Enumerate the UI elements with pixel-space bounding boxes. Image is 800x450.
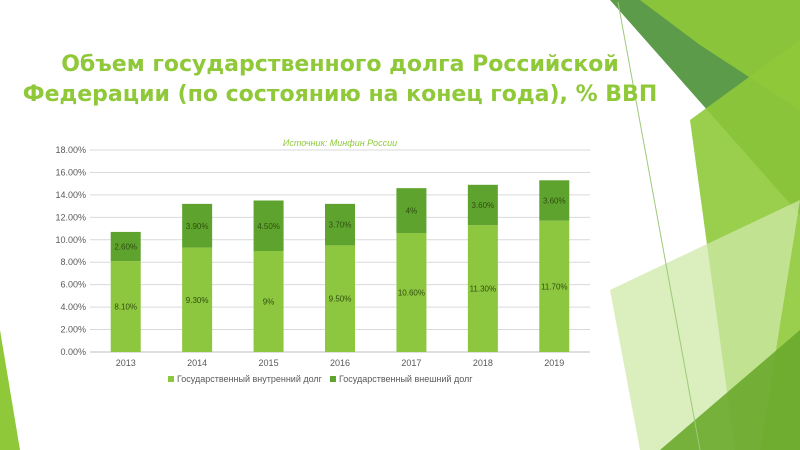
- y-tick-label: 10.00%: [55, 235, 86, 245]
- legend-swatch: [168, 376, 174, 382]
- data-label: 3.70%: [329, 221, 352, 230]
- x-tick-label: 2014: [187, 358, 207, 368]
- y-tick-label: 16.00%: [55, 167, 86, 177]
- data-label: 3.90%: [186, 222, 209, 231]
- y-tick-label: 0.00%: [60, 347, 86, 357]
- source-note: Источник: Минфин России: [282, 138, 398, 148]
- legend-swatch: [329, 376, 336, 382]
- bar-segment: [396, 233, 427, 352]
- y-tick-label: 12.00%: [55, 212, 86, 222]
- data-label: 4%: [406, 207, 418, 216]
- data-label: 4.50%: [257, 222, 280, 231]
- data-label: 11.30%: [470, 285, 497, 294]
- bar-segment: [325, 245, 355, 352]
- data-label: 9.30%: [186, 296, 209, 305]
- y-tick-label: 2.00%: [60, 325, 86, 335]
- x-tick-label: 2018: [473, 358, 493, 368]
- y-tick-label: 6.00%: [60, 280, 86, 290]
- data-label: 2.60%: [114, 243, 137, 252]
- bar-segment: [253, 200, 284, 251]
- bar-segment: [325, 203, 355, 246]
- y-tick-label: 8.00%: [60, 257, 86, 267]
- legend-label: Государственный внутренний долг: [177, 374, 323, 384]
- y-tick-label: 14.00%: [55, 190, 86, 200]
- legend-label: Государственный внешний долг: [339, 374, 473, 384]
- decor-line: [617, 1, 701, 450]
- bar-segment: [110, 261, 141, 352]
- bar-segment: [182, 203, 213, 248]
- bar-segment: [182, 247, 213, 352]
- bar-segment: [539, 180, 570, 221]
- bar-segment: [396, 188, 427, 234]
- data-label: 9%: [263, 298, 275, 307]
- x-tick-label: 2013: [116, 358, 136, 368]
- bar-segment: [110, 231, 141, 262]
- x-tick-label: 2019: [544, 358, 564, 368]
- y-tick-label: 18.00%: [55, 145, 86, 155]
- data-label: 3.60%: [472, 201, 495, 210]
- decor-triangle-left: [0, 330, 20, 450]
- data-label: 3.60%: [543, 197, 566, 206]
- data-label: 11.70%: [541, 282, 568, 291]
- data-label: 9.50%: [329, 295, 352, 304]
- bar-segment: [467, 225, 498, 352]
- data-label: 10.60%: [398, 289, 425, 298]
- x-tick-label: 2017: [401, 358, 421, 368]
- x-tick-label: 2016: [330, 358, 350, 368]
- data-label: 8.10%: [114, 303, 137, 312]
- bar-segment: [253, 251, 284, 352]
- bar-segment: [467, 184, 498, 226]
- x-tick-label: 2015: [259, 358, 279, 368]
- bar-segment: [539, 220, 570, 352]
- y-tick-label: 4.00%: [60, 302, 86, 312]
- slide-title: Объем государственного долга Российской …: [22, 52, 658, 107]
